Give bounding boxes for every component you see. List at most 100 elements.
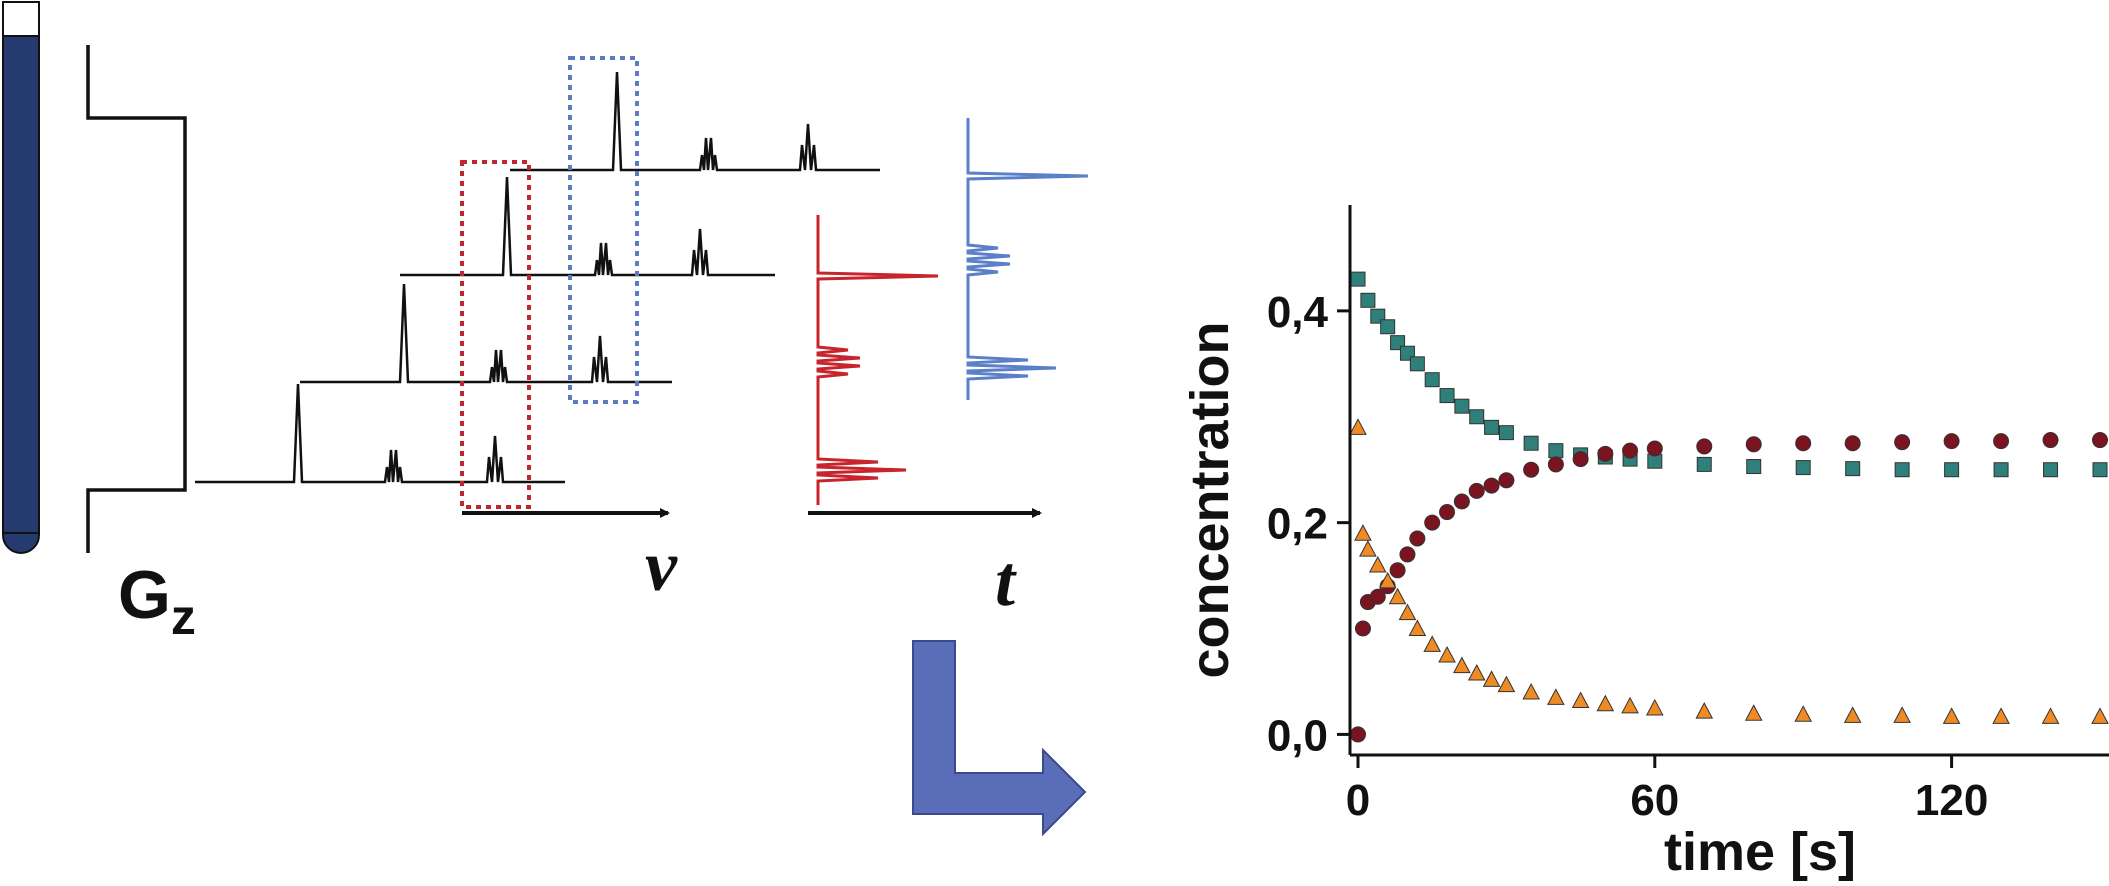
axis-ticks: 0 60 120 0,0 0,2 0,4 bbox=[1267, 288, 1988, 825]
square-point bbox=[1350, 271, 1366, 287]
triangle-point bbox=[1359, 540, 1377, 557]
triangle-point bbox=[1354, 524, 1372, 541]
square-point bbox=[1845, 461, 1861, 477]
red-selection-box bbox=[460, 160, 531, 509]
triangle-point bbox=[1398, 603, 1417, 621]
triangle-point bbox=[1695, 702, 1714, 719]
square-point bbox=[2043, 462, 2059, 478]
triangle-point bbox=[1497, 675, 1516, 693]
circle-point bbox=[1399, 546, 1416, 563]
circle-point bbox=[1622, 442, 1639, 459]
circle-point bbox=[1547, 456, 1564, 473]
square-point bbox=[1894, 462, 1910, 478]
gradient-bracket bbox=[86, 45, 187, 553]
triangle-point bbox=[1794, 705, 1813, 722]
square-point bbox=[1484, 419, 1500, 435]
triangle-point bbox=[1388, 587, 1407, 605]
stacked-spectra bbox=[195, 71, 880, 484]
frequency-axis-label: v bbox=[645, 526, 678, 606]
square-point bbox=[1439, 388, 1455, 404]
circle-point bbox=[1354, 620, 1371, 637]
triangle-point bbox=[1596, 694, 1615, 712]
circle-point bbox=[1498, 472, 1515, 489]
transition-arrow bbox=[912, 640, 1087, 837]
square-point bbox=[1498, 425, 1514, 441]
triangle-point bbox=[1349, 418, 1367, 435]
square-point bbox=[1523, 435, 1539, 451]
circle-point bbox=[1369, 588, 1386, 605]
plot-points bbox=[1349, 271, 2109, 743]
square-point bbox=[1696, 456, 1712, 472]
x-tick-label: 120 bbox=[1915, 776, 1988, 825]
triangle-point bbox=[2091, 707, 2109, 724]
x-axis-title: time [s] bbox=[1664, 822, 1856, 882]
tube-cap bbox=[2, 1, 40, 37]
circle-point bbox=[1993, 433, 2010, 450]
triangle-point bbox=[1408, 619, 1427, 637]
triangle-point bbox=[1438, 645, 1456, 663]
concentration-chart: 0 60 120 0,0 0,2 0,4 time [s] concentration bbox=[1180, 205, 2109, 882]
triangle-point bbox=[1368, 555, 1387, 573]
triangle-point bbox=[1482, 670, 1501, 687]
triangle-point bbox=[1893, 706, 1911, 723]
square-point bbox=[1409, 356, 1425, 372]
triangle-point bbox=[1522, 682, 1540, 700]
red-time-trace bbox=[816, 215, 939, 505]
y-tick-label: 0,4 bbox=[1267, 288, 1329, 337]
square-point bbox=[2092, 462, 2108, 478]
triangle-point bbox=[1423, 635, 1442, 652]
time-axis-label: t bbox=[995, 541, 1017, 621]
spectrum-row bbox=[400, 176, 775, 277]
nmr-tube bbox=[1, 1, 40, 554]
triangle-point bbox=[1992, 707, 2010, 724]
triangle-point bbox=[1843, 706, 1862, 723]
square-point bbox=[1424, 372, 1440, 388]
triangle-point bbox=[1547, 688, 1565, 705]
circle-point bbox=[1943, 433, 1960, 450]
circle-point bbox=[1483, 477, 1500, 494]
square-point bbox=[1360, 292, 1376, 308]
x-tick-label: 60 bbox=[1630, 776, 1679, 825]
blue-time-trace bbox=[966, 118, 1089, 400]
spectrum-row bbox=[510, 71, 880, 172]
square-point bbox=[1380, 319, 1396, 335]
circle-point bbox=[2092, 432, 2108, 449]
circle-point bbox=[2042, 432, 2059, 449]
triangle-point bbox=[1645, 698, 1664, 716]
blue-selection-box bbox=[568, 56, 639, 404]
circle-point bbox=[1350, 726, 1366, 743]
circle-point bbox=[1894, 434, 1911, 451]
y-tick-label: 0,0 bbox=[1267, 711, 1328, 760]
spectrum-row bbox=[195, 383, 565, 484]
circle-point bbox=[1696, 438, 1713, 455]
circle-point bbox=[1646, 440, 1663, 457]
circle-point bbox=[1409, 530, 1426, 547]
square-point bbox=[1469, 409, 1485, 425]
square-point bbox=[1993, 462, 2009, 478]
tube-body bbox=[1, 35, 40, 554]
square-point bbox=[1548, 443, 1564, 459]
x-tick-label: 0 bbox=[1346, 776, 1370, 825]
circle-point bbox=[1523, 461, 1540, 478]
square-point bbox=[1795, 460, 1811, 476]
triangle-point bbox=[1467, 663, 1486, 681]
spectrum-row bbox=[300, 283, 672, 384]
gradient-label: Gz bbox=[118, 557, 196, 645]
circle-point bbox=[1572, 451, 1589, 468]
circle-point bbox=[1453, 493, 1470, 510]
triangle-point bbox=[1378, 571, 1397, 589]
triangle-point bbox=[1621, 696, 1639, 714]
circle-point bbox=[1844, 435, 1861, 452]
square-point bbox=[1454, 398, 1470, 414]
triangle-point bbox=[1453, 656, 1471, 674]
circle-point bbox=[1439, 504, 1456, 521]
circle-point bbox=[1424, 514, 1441, 531]
square-point bbox=[1746, 459, 1762, 475]
circle-point bbox=[1795, 435, 1812, 452]
y-tick-label: 0,2 bbox=[1267, 500, 1328, 549]
triangle-point bbox=[2041, 707, 2060, 724]
y-axis-title: concentration bbox=[1180, 321, 1240, 678]
circle-point bbox=[1389, 562, 1406, 579]
triangle-point bbox=[1571, 691, 1590, 709]
